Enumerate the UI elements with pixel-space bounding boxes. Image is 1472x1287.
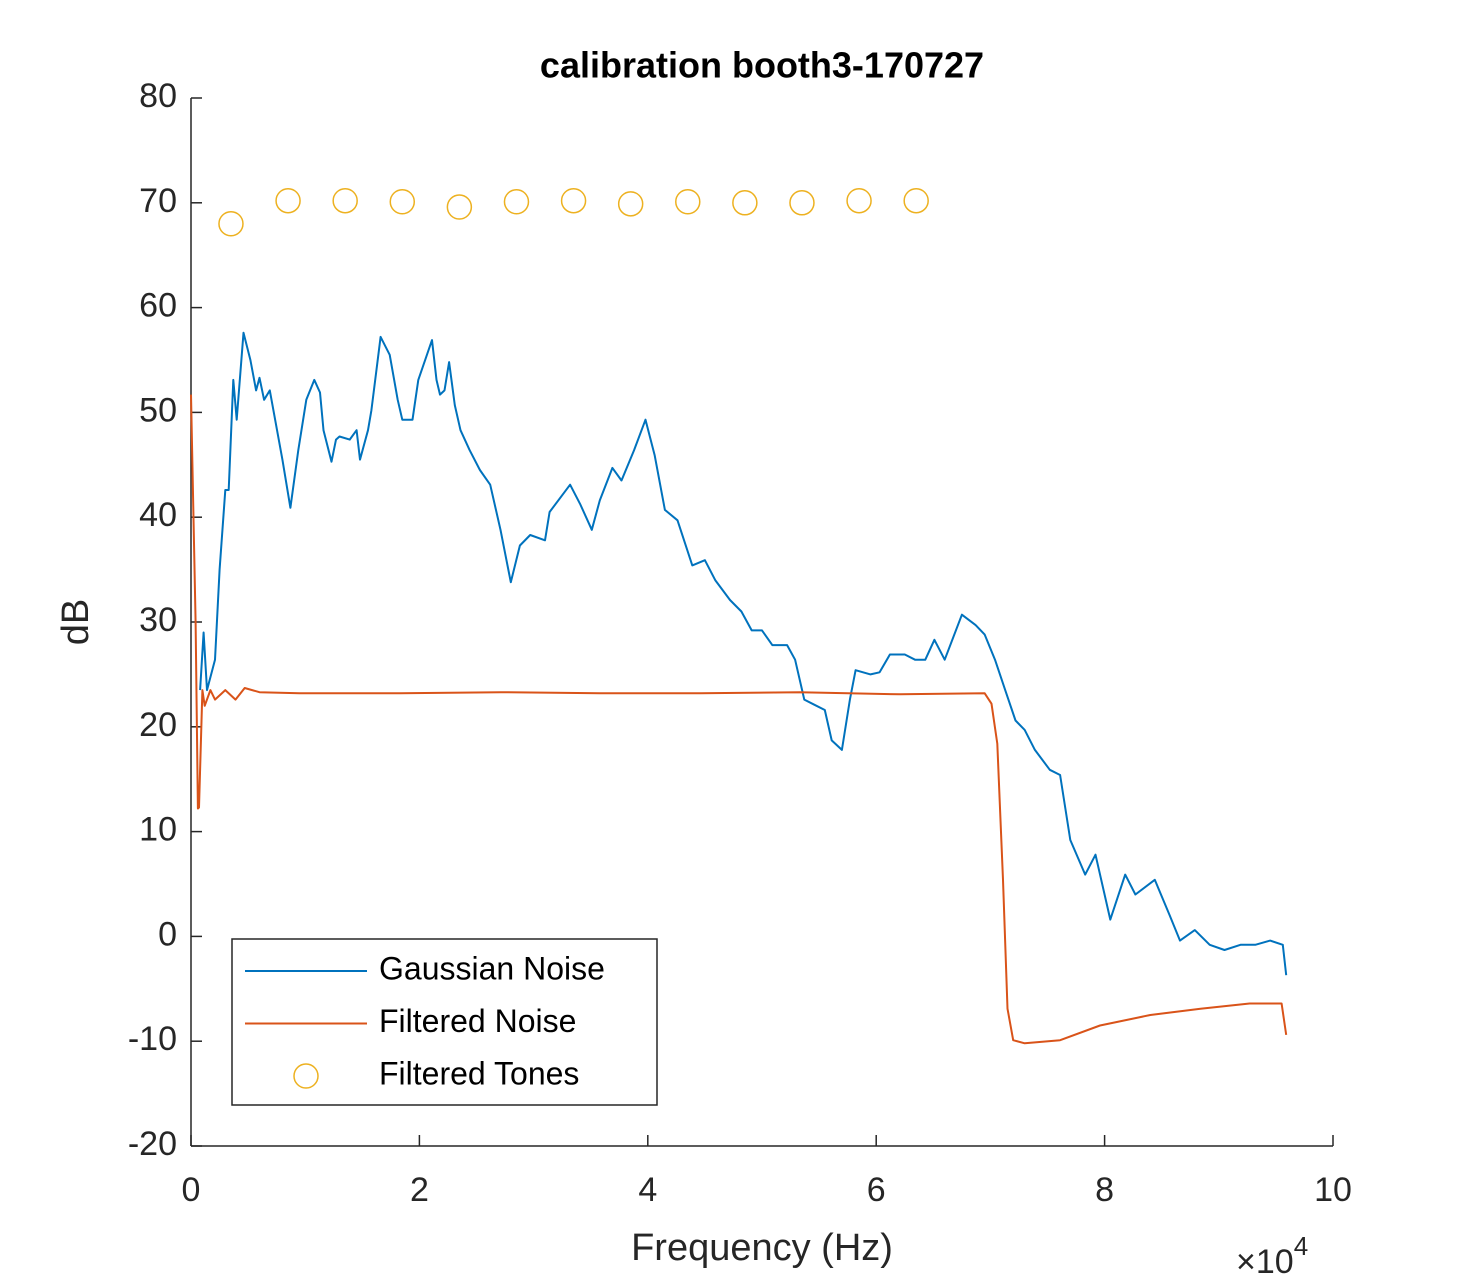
x-multiplier-exponent: 4 bbox=[1294, 1231, 1308, 1261]
y-tick-label: -20 bbox=[128, 1125, 177, 1163]
tone-marker bbox=[617, 191, 644, 217]
x-tick-label: 8 bbox=[1095, 1171, 1114, 1209]
tone-marker bbox=[789, 190, 815, 216]
y-tick-label: 10 bbox=[139, 811, 177, 849]
tone-marker bbox=[732, 190, 758, 216]
y-tick-label: 50 bbox=[139, 391, 177, 429]
y-tick-label: 70 bbox=[139, 182, 177, 220]
x-tick-label: 4 bbox=[638, 1171, 657, 1209]
tone-marker bbox=[903, 187, 929, 214]
series-line bbox=[190, 394, 1288, 1045]
x-tick-label: 0 bbox=[182, 1171, 201, 1209]
y-axis-label: dB bbox=[55, 599, 97, 645]
y-tick-label: -10 bbox=[128, 1020, 177, 1058]
tone-marker bbox=[846, 187, 872, 214]
tone-marker bbox=[332, 187, 358, 214]
x-tick-label: 10 bbox=[1314, 1171, 1352, 1209]
tone-marker bbox=[218, 211, 244, 237]
tone-marker bbox=[275, 187, 301, 214]
y-tick-label: 30 bbox=[139, 601, 177, 639]
tone-marker bbox=[675, 189, 701, 215]
y-tick-label: 40 bbox=[139, 496, 177, 534]
x-multiplier-base: ×10 bbox=[1236, 1243, 1294, 1281]
y-tick-label: 20 bbox=[139, 706, 177, 744]
y-tick-label: 80 bbox=[139, 77, 177, 115]
legend-label: Filtered Noise bbox=[379, 1003, 576, 1039]
y-tick-label: 60 bbox=[139, 287, 177, 325]
legend-marker bbox=[293, 1063, 319, 1089]
tone-marker bbox=[446, 194, 473, 220]
series-line bbox=[199, 331, 1288, 976]
legend-label: Gaussian Noise bbox=[379, 950, 605, 986]
x-multiplier: ×104 bbox=[1236, 1231, 1308, 1281]
chart-title: calibration booth3-170727 bbox=[540, 45, 984, 86]
legend-label: Filtered Tones bbox=[379, 1055, 579, 1091]
x-tick-label: 6 bbox=[867, 1171, 886, 1209]
tone-marker bbox=[560, 187, 587, 214]
y-tick-label: 0 bbox=[158, 915, 177, 953]
tone-marker bbox=[389, 189, 416, 215]
legend-box bbox=[231, 938, 658, 1106]
x-tick-label: 2 bbox=[410, 1171, 429, 1209]
x-axis-label: Frequency (Hz) bbox=[631, 1227, 893, 1269]
tone-marker bbox=[503, 189, 530, 215]
